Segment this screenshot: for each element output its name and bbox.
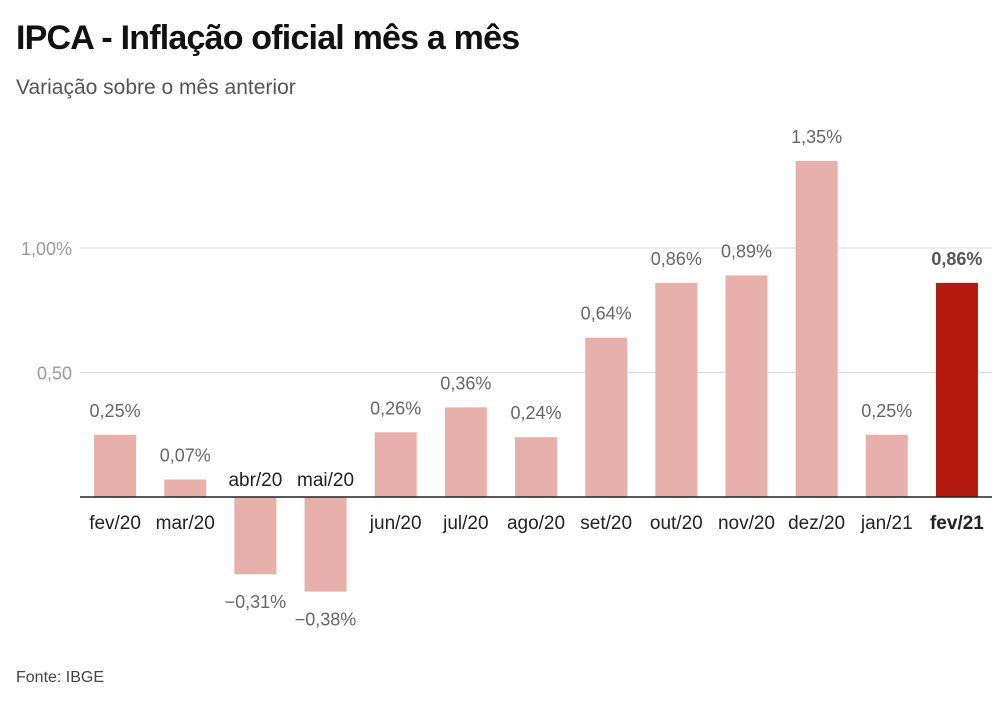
x-tick-label: ago/20 xyxy=(507,513,565,534)
bar xyxy=(304,497,347,592)
data-label: 0,26% xyxy=(370,398,421,418)
y-tick-label: 1,00% xyxy=(21,239,72,259)
data-label: 0,89% xyxy=(721,241,772,261)
data-label: 0,24% xyxy=(510,403,561,423)
bar xyxy=(655,282,698,497)
x-tick-label: jun/20 xyxy=(369,513,422,534)
data-label: 1,35% xyxy=(791,127,842,147)
x-tick-label: set/20 xyxy=(580,513,632,534)
x-tick-label: nov/20 xyxy=(718,513,775,534)
x-tick-label: mar/20 xyxy=(156,513,215,534)
y-tick-label: 0,50 xyxy=(37,364,72,384)
x-tick-label: out/20 xyxy=(650,513,703,534)
x-tick-label: jan/21 xyxy=(860,513,913,534)
data-label: 0,64% xyxy=(581,304,632,324)
labels: 0,50 1,00% 0,25% fev/20 0,07% mar/20 −0,31% abr… xyxy=(21,127,984,630)
data-label: 0,07% xyxy=(160,446,211,466)
bar xyxy=(515,437,557,497)
chart-title: IPCA - Inflação oficial mês a mês xyxy=(16,19,520,57)
x-tick-label: fev/20 xyxy=(89,513,141,534)
bars xyxy=(94,160,978,592)
bar xyxy=(94,434,137,497)
x-tick-label: abr/20 xyxy=(228,470,282,491)
x-tick-label: mai/20 xyxy=(297,470,354,491)
bar xyxy=(585,337,628,497)
x-tick-label: fev/21 xyxy=(930,513,984,534)
data-label: −0,31% xyxy=(225,592,287,612)
bar xyxy=(725,275,768,497)
bar xyxy=(374,432,417,497)
bar xyxy=(795,160,838,497)
source-note: Fonte: IBGE xyxy=(16,669,105,686)
x-tick-label: dez/20 xyxy=(788,513,845,534)
gridlines xyxy=(80,247,992,373)
bar xyxy=(444,407,487,497)
x-tick-label: jul/20 xyxy=(442,513,488,534)
bar xyxy=(164,479,207,497)
data-label: 0,86% xyxy=(931,249,982,269)
bar xyxy=(865,434,908,497)
data-label: 0,25% xyxy=(861,401,912,421)
chart-subtitle: Variação sobre o mês anterior xyxy=(16,76,296,99)
data-label: 0,36% xyxy=(440,373,491,393)
data-label: −0,38% xyxy=(295,610,357,630)
bar xyxy=(234,497,277,575)
data-label: 0,86% xyxy=(651,249,702,269)
bar xyxy=(935,282,978,497)
data-label: 0,25% xyxy=(90,401,141,421)
